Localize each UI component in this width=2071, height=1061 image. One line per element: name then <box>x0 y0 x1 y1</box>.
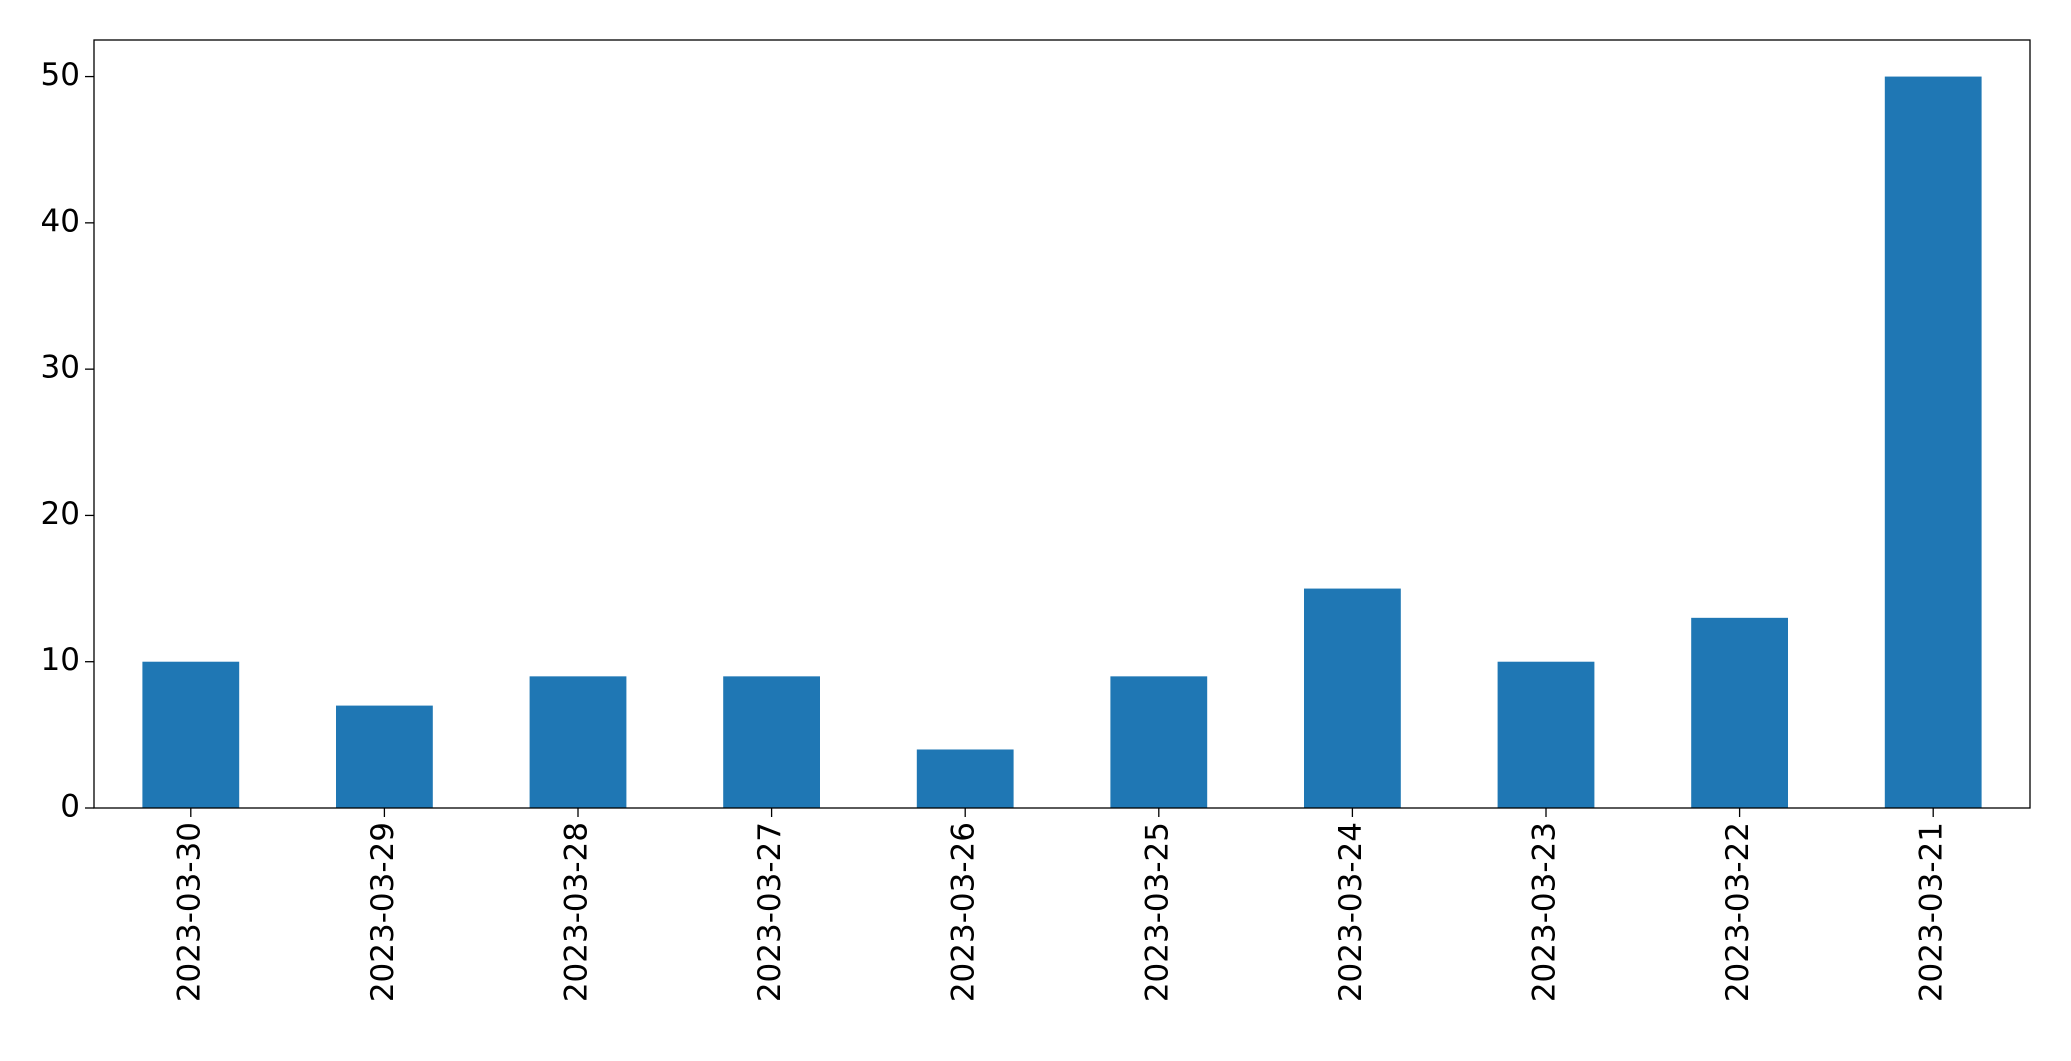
x-tick-label: 2023-03-26 <box>946 822 982 1002</box>
y-tick-label: 20 <box>41 496 80 532</box>
bar <box>142 661 240 808</box>
y-tick-label: 40 <box>41 203 80 239</box>
bar <box>1884 76 1982 809</box>
y-tick-label: 50 <box>41 57 80 93</box>
bar <box>1691 617 1788 808</box>
x-tick-label: 2023-03-21 <box>1914 822 1950 1002</box>
x-tick-label: 2023-03-24 <box>1333 822 1369 1002</box>
plot-frame <box>93 39 2031 809</box>
y-tick-label: 30 <box>41 350 80 386</box>
bar <box>723 676 820 808</box>
bar <box>1304 588 1401 808</box>
bar <box>336 705 433 808</box>
x-tick-label: 2023-03-25 <box>1139 822 1175 1002</box>
x-tick-label: 2023-03-30 <box>171 822 207 1002</box>
bar <box>1497 661 1595 808</box>
x-tick-label: 2023-03-23 <box>1527 822 1563 1002</box>
y-tick-label: 10 <box>41 642 80 678</box>
x-tick-label: 2023-03-29 <box>365 822 401 1002</box>
x-tick-label: 2023-03-22 <box>1720 822 1756 1002</box>
bar <box>916 749 1014 808</box>
bar <box>529 676 627 808</box>
y-tick-label: 0 <box>60 789 80 825</box>
bar <box>1110 676 1208 808</box>
x-tick-label: 2023-03-28 <box>559 822 595 1002</box>
x-tick-label: 2023-03-27 <box>752 822 788 1002</box>
